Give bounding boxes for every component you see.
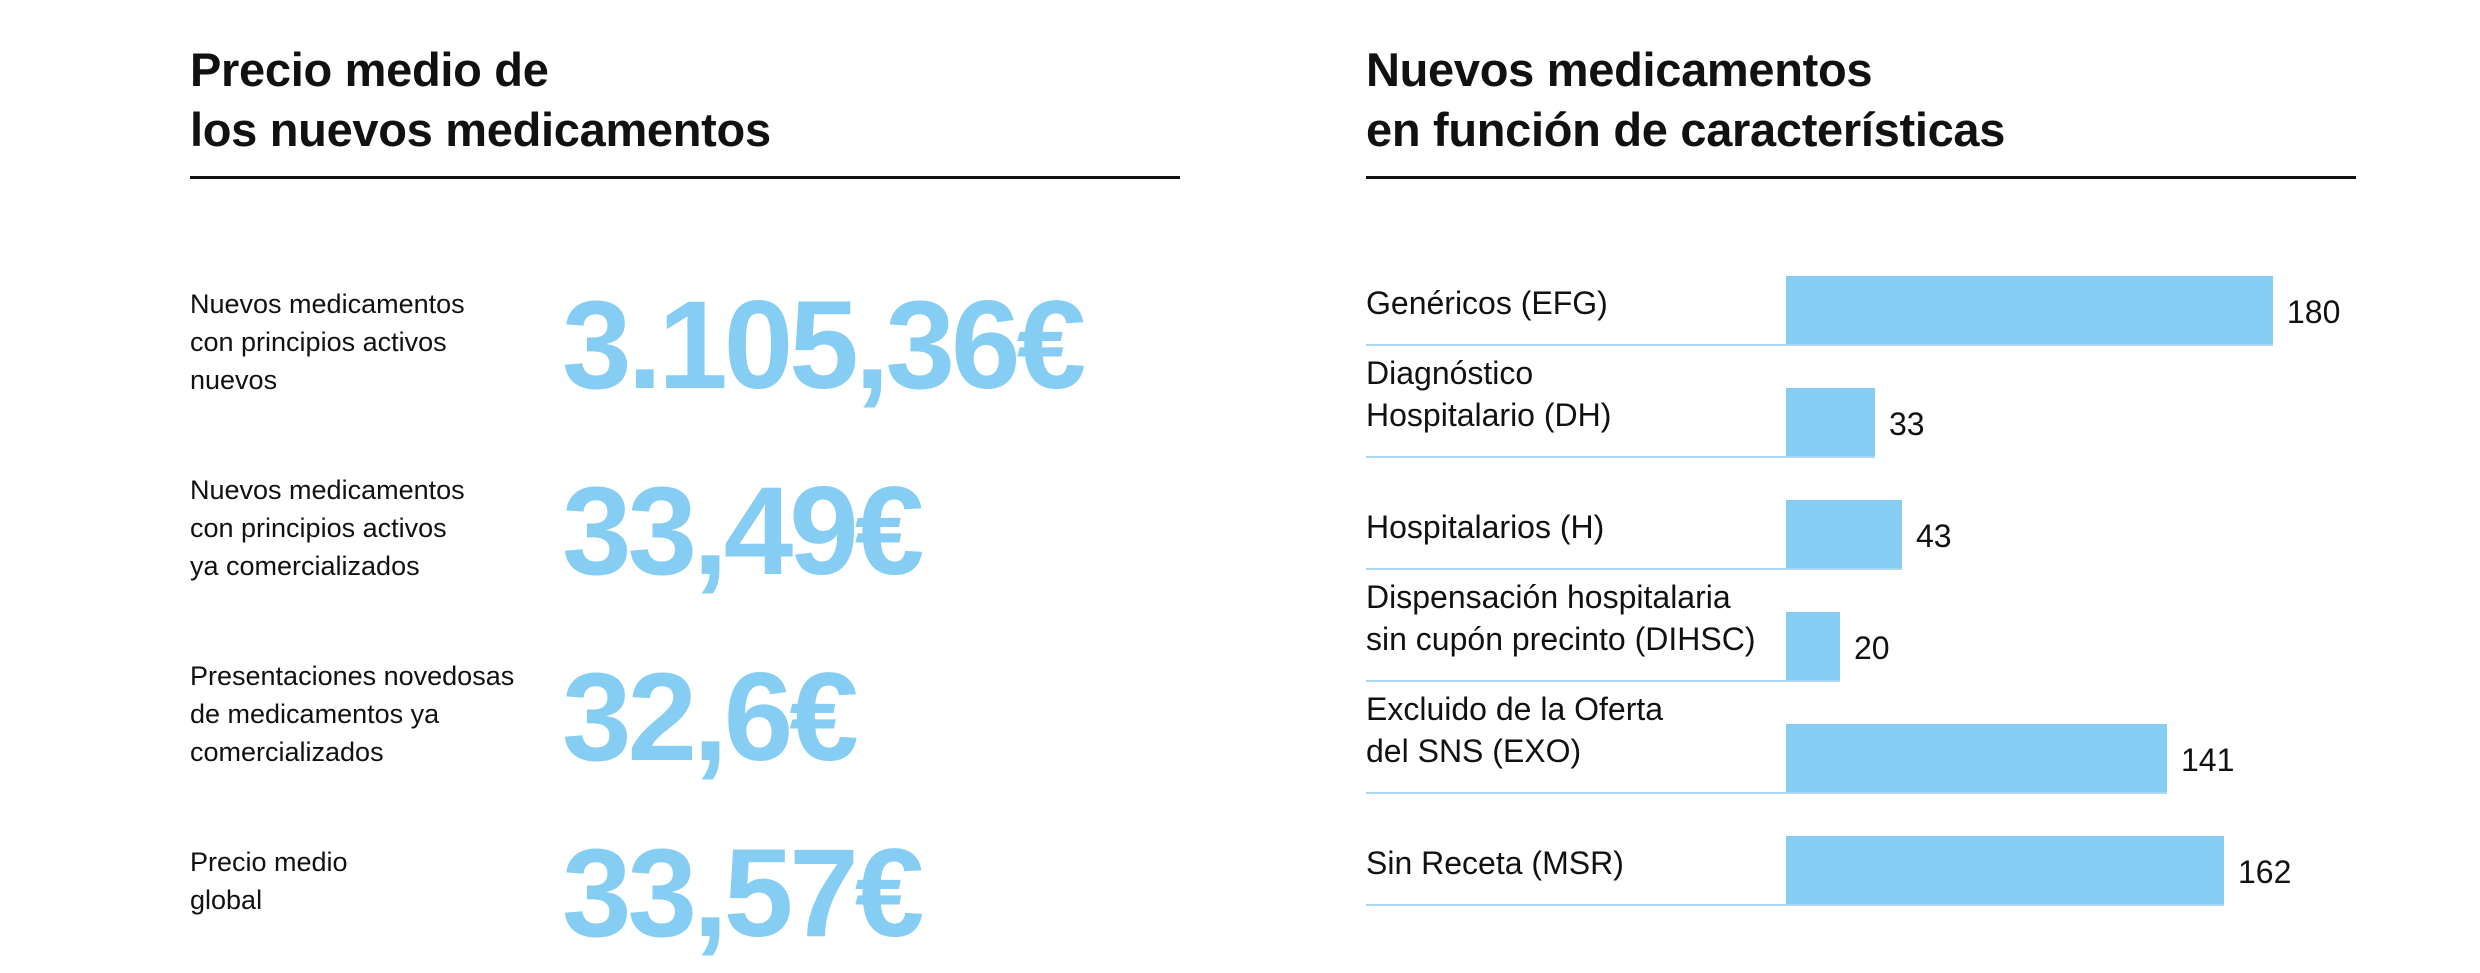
bar-row: Excluido de la Oferta del SNS (EXO) 141 <box>1366 682 2356 794</box>
bar-category-label: Excluido de la Oferta del SNS (EXO) <box>1366 688 1663 772</box>
bar-value-label: 33 <box>1889 406 1925 442</box>
bar-category-label-line: Hospitalarios (H) <box>1366 509 1605 545</box>
bar-value-label: 43 <box>1916 518 1952 554</box>
bar-category-label: Sin Receta (MSR) <box>1366 842 1624 884</box>
bar <box>1786 612 1840 682</box>
bar-category-label: Diagnóstico Hospitalario (DH) <box>1366 352 1611 436</box>
price-row-label-line: comercializados <box>190 737 384 767</box>
characteristics-panel-title-line-1: Nuevos medicamentos <box>1366 43 1873 96</box>
price-row-label-line: con principios activos <box>190 513 447 543</box>
price-row-label-line: Presentaciones novedosas <box>190 661 515 691</box>
bar <box>1786 276 2273 346</box>
bar-value-label: 141 <box>2181 742 2235 778</box>
bar-category-label-line: Excluido de la Oferta <box>1366 691 1664 727</box>
price-row-label: Nuevos medicamentos con principios activ… <box>190 471 560 585</box>
price-panel-divider <box>190 176 1180 179</box>
bar-category-label-line: sin cupón precinto (DIHSC) <box>1366 621 1756 657</box>
price-row-value: 33,57€ <box>562 824 924 963</box>
bar-category-label: Hospitalarios (H) <box>1366 506 1604 548</box>
price-panel-title: Precio medio de los nuevos medicamentos <box>190 40 1180 160</box>
bar <box>1786 388 1875 458</box>
bar-value-label: 162 <box>2238 854 2292 890</box>
bar-row: Genéricos (EFG) 180 <box>1366 234 2356 346</box>
price-row-label-line: de medicamentos ya <box>190 699 440 729</box>
price-panel-title-line-1: Precio medio de <box>190 43 549 96</box>
bar-value-label: 20 <box>1854 630 1890 666</box>
bar-row: Dispensación hospitalaria sin cupón preci… <box>1366 570 2356 682</box>
bar-category-label: Dispensación hospitalaria sin cupón preci… <box>1366 576 1755 660</box>
price-row-label-line: ya comercializados <box>190 551 420 581</box>
bar-category-label: Genéricos (EFG) <box>1366 282 1608 324</box>
bar <box>1786 500 1902 570</box>
bar <box>1786 836 2224 906</box>
bar-category-label-line: del SNS (EXO) <box>1366 733 1582 769</box>
price-row-label-line: Precio medio <box>190 847 348 877</box>
bar <box>1786 724 2167 794</box>
characteristics-panel-title-line-2: en función de características <box>1366 103 2006 156</box>
bar-baseline <box>1366 456 1875 458</box>
characteristics-panel: Nuevos medicamentos en función de caract… <box>1366 40 2356 906</box>
price-row-label: Precio medio global <box>190 843 560 919</box>
characteristics-panel-divider <box>1366 176 2356 179</box>
price-row-value: 32,6€ <box>562 648 859 787</box>
bar-row: Diagnóstico Hospitalario (DH) 33 <box>1366 346 2356 458</box>
price-panel-title-line-2: los nuevos medicamentos <box>190 103 771 156</box>
price-row-label: Presentaciones novedosas de medicamentos… <box>190 657 560 771</box>
bar-baseline <box>1366 344 2273 346</box>
price-row-value: 33,49€ <box>562 462 924 601</box>
price-row-global-average: Precio medio global 33,57€ <box>190 831 1180 973</box>
bar-category-label-line: Diagnóstico <box>1366 355 1534 391</box>
bar-row: Hospitalarios (H) 43 <box>1366 458 2356 570</box>
characteristics-bar-chart: Genéricos (EFG) 180 Diagnóstico Hospitalari… <box>1366 40 2356 956</box>
price-row-novel-presentations: Presentaciones novedosas de medicamentos… <box>190 648 1180 787</box>
price-row-label-line: Nuevos medicamentos <box>190 289 465 319</box>
bar-baseline <box>1366 792 2167 794</box>
price-row-label: Nuevos medicamentos con principios activ… <box>190 285 560 399</box>
price-row-label-line: global <box>190 885 263 915</box>
price-row-label-line: con principios activos <box>190 327 447 357</box>
price-row-label-line: nuevos <box>190 365 278 395</box>
price-row-existing-active-ingredients: Nuevos medicamentos con principios activ… <box>190 462 1180 601</box>
characteristics-panel-title: Nuevos medicamentos en función de caract… <box>1366 40 2356 160</box>
bar-baseline <box>1366 680 1840 682</box>
bar-baseline <box>1366 904 2224 906</box>
price-row-label-line: Nuevos medicamentos <box>190 475 465 505</box>
price-row-new-active-ingredients: Nuevos medicamentos con principios activ… <box>190 276 1180 415</box>
bar-baseline <box>1366 568 1902 570</box>
bar-value-label: 180 <box>2287 294 2341 330</box>
bar-category-label-line: Dispensación hospitalaria <box>1366 579 1731 615</box>
bar-row: Sin Receta (MSR) 162 <box>1366 794 2356 906</box>
price-row-value: 3.105,36€ <box>562 276 1086 415</box>
bar-category-label-line: Sin Receta (MSR) <box>1366 845 1624 881</box>
bar-category-label-line: Hospitalario (DH) <box>1366 397 1612 433</box>
bar-category-label-line: Genéricos (EFG) <box>1366 285 1608 321</box>
price-panel: Precio medio de los nuevos medicamentos … <box>190 40 1180 956</box>
